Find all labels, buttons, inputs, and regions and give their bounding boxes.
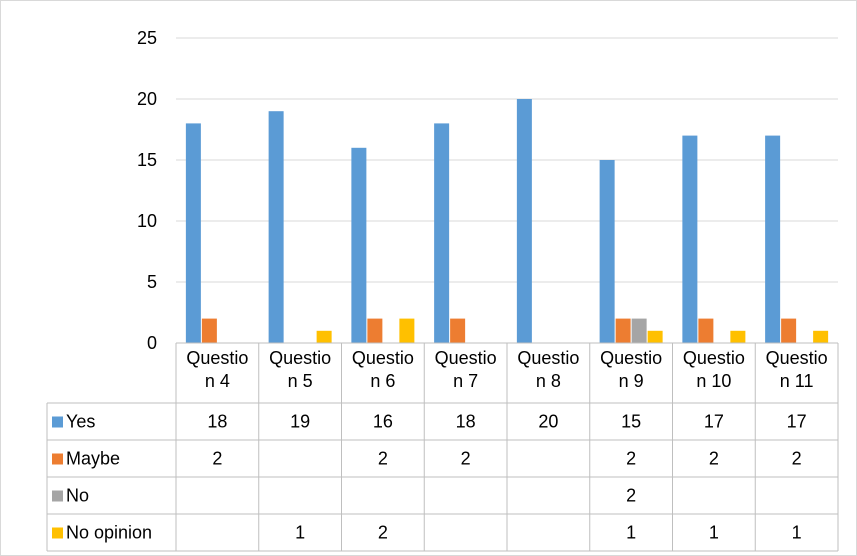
bar-maybe [781,318,797,343]
table-value: 2 [461,449,471,469]
table-value: 2 [709,449,719,469]
category-label: Questio [683,348,745,368]
table-value: 1 [626,523,636,543]
table-value: 1 [792,523,802,543]
bar-maybe [201,318,217,343]
bar-no-opinion [399,318,415,343]
bar-yes [268,111,284,343]
y-tick-label: 15 [137,150,157,170]
bar-yes [434,123,450,344]
table-value: 2 [626,449,636,469]
category-label: Questio [600,348,662,368]
table-value: 2 [378,449,388,469]
table-value: 2 [378,523,388,543]
bar-maybe [450,318,466,343]
bar-yes [765,135,781,343]
bar-yes [185,123,201,344]
category-label: Questio [435,348,497,368]
legend-label: No [66,486,89,506]
category-label: n 8 [536,371,561,391]
legend-label: No opinion [66,523,152,543]
category-label: n 5 [288,371,313,391]
bar-no-opinion [813,330,829,343]
bar-yes [516,99,532,343]
category-label: Questio [766,348,828,368]
table-value: 2 [212,449,222,469]
table-value: 2 [626,486,636,506]
bar-maybe [615,318,631,343]
category-label: n 7 [453,371,478,391]
bar-no-opinion [647,330,663,343]
legend-label: Maybe [66,449,120,469]
category-label: n 11 [780,371,814,391]
legend-swatch [52,453,63,465]
legend-swatch [52,527,63,539]
table-value: 19 [290,412,310,432]
category-label: n 9 [619,371,644,391]
category-label: Questio [517,348,579,368]
bar-no [631,318,647,343]
table-value: 18 [456,412,476,432]
bar-yes [599,160,615,343]
category-label: n 10 [696,371,731,391]
table-value: 20 [538,412,558,432]
legend-swatch [52,416,63,428]
bar-maybe [367,318,383,343]
table-value: 15 [621,412,641,432]
y-tick-label: 5 [147,272,157,292]
bar-yes [351,147,367,343]
y-tick-label: 25 [137,28,157,48]
bar-maybe [698,318,714,343]
table-value: 1 [295,523,305,543]
table-value: 2 [792,449,802,469]
bar-no-opinion [316,330,332,343]
category-label: n 4 [205,371,230,391]
category-label: n 6 [370,371,395,391]
table-value: 17 [704,412,724,432]
y-tick-label: 20 [137,89,157,109]
table-value: 18 [207,412,227,432]
legend-label: Yes [66,412,95,432]
y-tick-label: 0 [147,333,157,353]
legend-swatch [52,490,63,502]
table-value: 16 [373,412,393,432]
category-label: Questio [352,348,414,368]
table-value: 1 [709,523,719,543]
category-label: Questio [186,348,248,368]
category-label: Questio [269,348,331,368]
table-value: 17 [787,412,807,432]
bar-yes [682,135,698,343]
y-tick-label: 10 [137,211,157,231]
bar-no-opinion [730,330,746,343]
